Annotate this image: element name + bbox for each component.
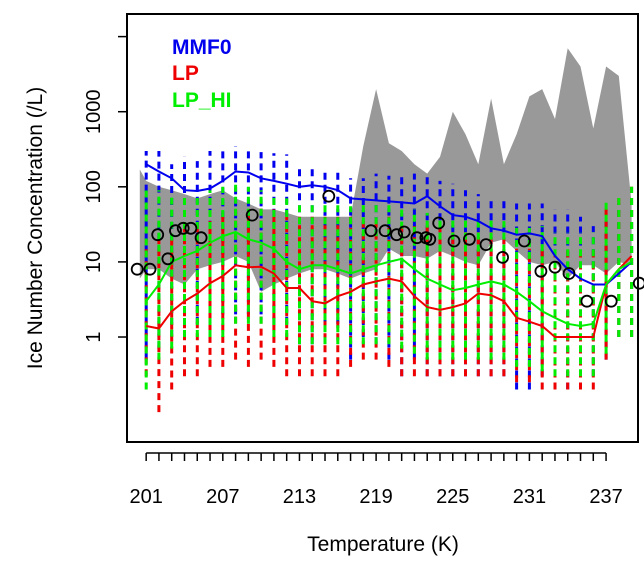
- observation-point-10: [364, 224, 378, 238]
- observation-point-22: [517, 234, 531, 248]
- observation-point-20: [479, 238, 493, 252]
- observation-point-26: [580, 294, 594, 308]
- observation-point-25: [562, 267, 576, 280]
- observation-point-0: [130, 262, 144, 276]
- legend-item-lp: LP: [172, 62, 199, 85]
- y-tick-label-1: 1: [83, 331, 105, 342]
- series-lines: [145, 163, 633, 338]
- series-line-lp_hi: [145, 230, 633, 328]
- y-axis-title: Ice Number Concentration (/L): [24, 87, 47, 369]
- observation-point-12: [390, 228, 404, 242]
- x-tick-label-225: 225: [436, 486, 469, 508]
- x-tick-label-213: 213: [283, 486, 316, 508]
- observation-point-6: [184, 221, 198, 235]
- x-tick-label-201: 201: [129, 486, 162, 508]
- observation-point-8: [245, 208, 259, 222]
- observation-point-27: [604, 294, 618, 308]
- series-line-mmf0: [145, 163, 633, 286]
- observation-point-19: [462, 232, 476, 246]
- observation-point-5: [176, 221, 190, 235]
- observation-point-13: [397, 225, 411, 239]
- y-tick-label-100: 100: [83, 170, 105, 203]
- x-tick-label-237: 237: [589, 486, 622, 508]
- x-axis-title: Temperature (K): [307, 533, 459, 556]
- observation-point-14: [410, 231, 424, 245]
- spread-bars: [144, 146, 634, 413]
- plot-frame: [126, 13, 639, 443]
- observation-point-3: [161, 252, 175, 266]
- x-tick-label-231: 231: [513, 486, 546, 508]
- observation-point-1: [143, 262, 157, 276]
- observation-point-21: [496, 250, 510, 264]
- legend-item-mmf0: MMF0: [172, 36, 232, 59]
- y-axis: 1 10 100 1000: [83, 35, 127, 343]
- observation-point-24: [548, 260, 562, 274]
- observation-point-2: [151, 228, 165, 242]
- x-tick-label-219: 219: [359, 486, 392, 508]
- observation-point-9: [322, 189, 336, 203]
- x-tick-label-207: 207: [206, 486, 239, 508]
- x-axis: 201 207 213 219 225 231 237: [129, 452, 623, 508]
- observation-point-17: [432, 216, 446, 230]
- observation-point-11: [378, 224, 392, 238]
- observation-point-18: [447, 234, 461, 248]
- y-tick-label-1000: 1000: [83, 89, 105, 134]
- observation-points: [130, 189, 644, 308]
- y-tick-label-10: 10: [83, 251, 105, 273]
- observation-range-polygon: [139, 48, 632, 292]
- observation-point-16: [423, 232, 437, 246]
- observation-point-23: [534, 264, 548, 278]
- legend-item-lp-hi: LP_HI: [172, 89, 232, 112]
- observation-point-4: [169, 224, 182, 238]
- observation-range-band: [139, 48, 632, 292]
- observation-point-28: [632, 276, 644, 290]
- legend: MMF0 LP LP_HI: [172, 36, 232, 112]
- observation-point-7: [194, 231, 208, 245]
- series-line-lp: [146, 255, 633, 338]
